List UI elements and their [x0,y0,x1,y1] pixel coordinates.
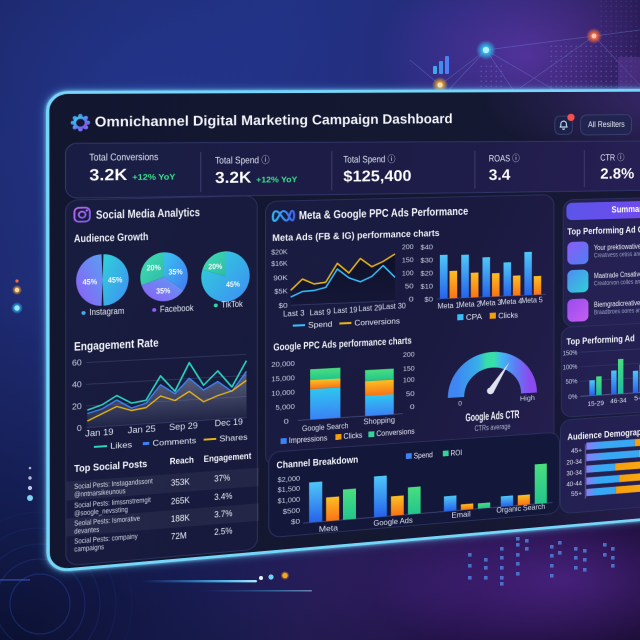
svg-text:Meta 1: Meta 1 [437,301,459,311]
svg-text:$10: $10 [420,282,433,290]
svg-text:100: 100 [403,376,415,385]
svg-text:0: 0 [458,399,462,407]
svg-text:5+: 5+ [634,394,640,402]
svg-text:Meta 4: Meta 4 [501,297,523,307]
svg-text:Dec 19: Dec 19 [215,417,243,429]
svg-text:Sep 29: Sep 29 [169,421,198,433]
svg-text:35%: 35% [156,286,170,295]
svg-text:200: 200 [403,350,415,359]
svg-text:Clicks: Clicks [498,311,518,321]
svg-text:0: 0 [410,403,416,411]
svg-text:46-34: 46-34 [610,396,627,405]
svg-text:45+: 45+ [571,446,582,455]
svg-text:Spend: Spend [308,320,332,330]
svg-text:CTRs average: CTRs average [474,422,510,433]
svg-text:5,000: 5,000 [275,402,295,411]
svg-text:Email: Email [452,509,471,519]
svg-text:Comments: Comments [153,436,197,448]
svg-text:Shopping: Shopping [363,415,395,426]
svg-text:Likes: Likes [110,440,132,451]
svg-text:15,000: 15,000 [271,374,295,383]
svg-text:45%: 45% [226,280,240,289]
svg-text:Meta: Meta [319,523,338,534]
svg-text:$1,000: $1,000 [278,495,301,505]
svg-text:50%: 50% [565,377,577,385]
svg-text:Organic Search: Organic Search [496,502,545,515]
svg-text:Impressions: Impressions [289,433,328,445]
svg-text:CPA: CPA [466,312,483,321]
svg-text:Meta 3: Meta 3 [480,298,502,308]
svg-text:$30: $30 [420,256,433,264]
svg-text:20: 20 [72,402,82,412]
svg-text:High: High [520,394,535,403]
svg-text:0: 0 [77,423,82,433]
svg-text:0%: 0% [568,393,578,401]
svg-text:150: 150 [403,364,415,373]
svg-text:Jan 19: Jan 19 [85,427,113,439]
svg-text:20%: 20% [146,263,160,272]
svg-text:Meta 5: Meta 5 [521,295,543,305]
svg-text:30-34: 30-34 [566,468,582,477]
svg-text:20-34: 20-34 [566,458,582,467]
svg-text:20,000: 20,000 [271,359,295,368]
svg-text:40: 40 [72,380,82,390]
svg-text:$40: $40 [420,243,433,251]
svg-text:200: 200 [402,243,414,251]
svg-text:40-44: 40-44 [566,479,582,488]
svg-text:Clicks: Clicks [343,431,362,441]
svg-text:35%: 35% [168,267,182,276]
svg-text:15-29: 15-29 [588,399,604,408]
svg-text:$5K: $5K [274,287,288,296]
svg-text:100%: 100% [563,363,578,372]
svg-text:Google Search: Google Search [302,421,349,433]
svg-text:Last 19: Last 19 [333,305,357,315]
svg-text:$16K: $16K [271,259,288,268]
svg-text:90K: 90K [273,274,288,283]
svg-text:45%: 45% [108,275,123,284]
svg-text:Conversions: Conversions [376,427,414,438]
svg-text:45%: 45% [82,277,97,286]
svg-text:$1,500: $1,500 [278,484,301,494]
svg-text:150: 150 [402,256,414,264]
svg-text:Conversions: Conversions [354,316,400,327]
svg-text:10,000: 10,000 [271,388,295,398]
svg-text:$500: $500 [283,506,301,516]
svg-text:50: 50 [405,282,414,290]
svg-text:$2,000: $2,000 [278,474,301,484]
svg-text:60: 60 [72,358,82,368]
svg-text:55+: 55+ [571,489,582,498]
svg-text:Shares: Shares [219,432,248,443]
svg-text:Last 30: Last 30 [382,301,406,311]
svg-text:$20: $20 [420,269,433,277]
svg-text:$0: $0 [291,517,301,526]
svg-text:20%: 20% [208,262,222,271]
svg-text:$0: $0 [278,301,288,310]
svg-text:Meta 2: Meta 2 [459,299,481,309]
svg-text:$0: $0 [424,295,433,303]
svg-text:Last 3: Last 3 [283,308,305,318]
svg-text:Last 29: Last 29 [358,303,382,313]
svg-text:Google Ads CTR: Google Ads CTR [465,408,519,425]
svg-text:0: 0 [284,417,290,425]
svg-text:Last 9: Last 9 [310,307,331,317]
svg-text:0: 0 [409,295,415,303]
svg-text:50: 50 [406,390,415,398]
svg-text:Google Ads: Google Ads [373,516,413,528]
svg-text:$20K: $20K [271,248,288,257]
svg-text:Jan 25: Jan 25 [128,424,156,436]
svg-text:100: 100 [402,269,414,277]
svg-text:150%: 150% [563,349,578,357]
